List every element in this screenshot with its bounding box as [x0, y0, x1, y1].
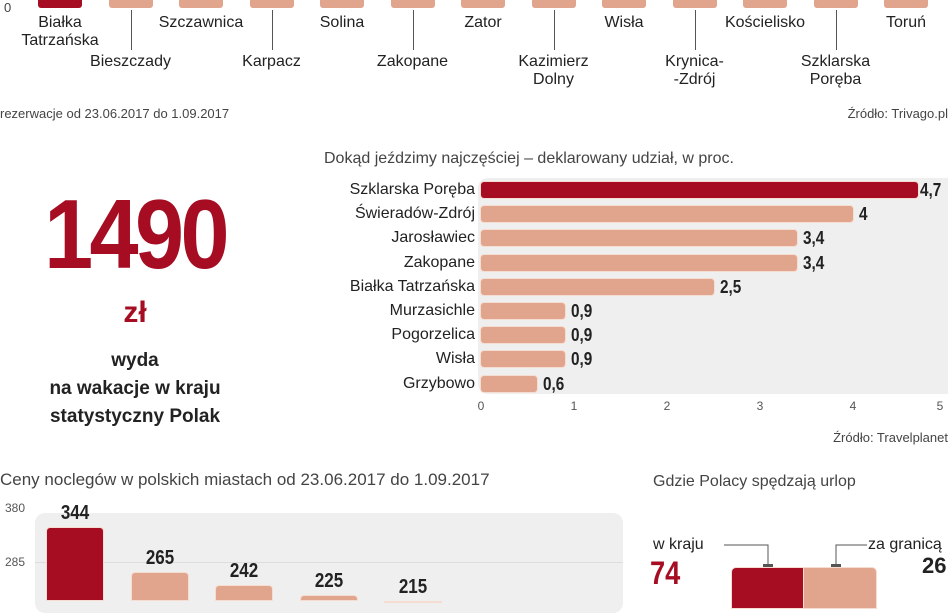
bar-abroad — [804, 568, 876, 608]
bar-domestic — [732, 568, 804, 608]
value-label: 0,6 — [542, 373, 565, 394]
y-tick: 285 — [4, 555, 26, 569]
stat-line: wyda — [111, 350, 159, 371]
value-label: 242 — [229, 560, 259, 583]
value-label: 215 — [398, 575, 428, 598]
tick-label: Bieszczady — [90, 53, 171, 70]
category-label: Zakopane — [403, 253, 475, 271]
stack-label-abroad: za granicą — [868, 536, 942, 553]
bar — [179, 0, 223, 8]
bar — [249, 0, 294, 8]
bar — [743, 0, 787, 8]
bar — [481, 327, 565, 344]
tick-label: Szczawnica — [158, 14, 244, 31]
y-tick: 380 — [4, 501, 26, 515]
category-label: Grzybowo — [402, 374, 475, 392]
category-label: Szklarska Poręba — [349, 181, 475, 198]
bar — [481, 254, 798, 271]
bar — [481, 351, 565, 368]
value-label: 3,4 — [803, 228, 825, 249]
bar — [320, 0, 364, 8]
category-label: Wisła — [435, 350, 475, 368]
stat-unit: zł — [123, 296, 147, 329]
value-label: 2,5 — [719, 276, 741, 297]
x-tick: 4 — [849, 399, 857, 413]
bar — [108, 0, 153, 8]
value-label: 0,9 — [570, 301, 592, 321]
leader-line — [271, 10, 273, 50]
stack-value-domestic: 74 — [650, 555, 681, 591]
leader-line — [412, 10, 414, 50]
top-source: Źródło: Trivago.pl — [847, 106, 948, 121]
category-label: Jarosławiec — [391, 229, 475, 247]
bar — [481, 206, 853, 223]
value-label: 4,7 — [920, 180, 942, 200]
value-label: 265 — [145, 547, 174, 570]
tick-label: Szklarska Poręba — [800, 53, 871, 88]
stat-line: na wakacje w kraju — [49, 378, 221, 399]
bar — [481, 303, 565, 319]
value-label: 344 — [60, 502, 90, 525]
bar — [884, 0, 928, 8]
category-label: Białka Tatrzańska — [349, 277, 475, 295]
leader-line — [553, 10, 555, 50]
hbar-source: Źródło: Travelplanet — [833, 430, 948, 445]
bar — [602, 0, 646, 8]
category-label: Świeradów-Zdrój — [354, 205, 475, 223]
tick-label: Toruń — [885, 14, 927, 31]
bar — [390, 0, 435, 8]
gridline — [35, 562, 623, 563]
hbar-title: Dokąd jeździmy najczęściej – deklarowany… — [324, 150, 734, 167]
bar — [300, 596, 357, 600]
bar — [672, 0, 717, 8]
stack-label-domestic: w kraju — [653, 536, 704, 553]
tick-label: Białka Tatrzańska — [21, 14, 99, 49]
stat-value: 1490 — [44, 179, 229, 289]
leader-line — [130, 10, 132, 50]
x-tick: 0 — [477, 399, 485, 413]
value-label: 0,9 — [570, 325, 592, 346]
tick-label: Kościelisko — [724, 14, 806, 31]
bar — [461, 0, 505, 8]
bar — [813, 0, 858, 8]
category-label: Pogorzelica — [391, 326, 475, 344]
stack-value-abroad: 26 — [922, 553, 947, 578]
value-label: 4 — [859, 204, 868, 225]
leader-line — [694, 10, 696, 50]
tick-label: Wisła — [604, 14, 644, 31]
tick-label: Karpacz — [242, 53, 301, 70]
tick-label: Krynica- -Zdrój — [665, 53, 724, 88]
bar — [481, 230, 798, 247]
bar — [38, 0, 82, 8]
vbar-title: Ceny noclegów w polskich miastach od 23.… — [0, 470, 490, 489]
category-label: Murzasichle — [389, 302, 475, 319]
x-tick: 2 — [663, 399, 671, 413]
x-tick: 1 — [570, 399, 578, 413]
stat-text: wyda na wakacje w kraju statystyczny Pol… — [0, 347, 270, 431]
bar — [131, 573, 188, 600]
bar — [481, 182, 919, 198]
x-tick: 3 — [756, 399, 764, 413]
value-label: 3,4 — [803, 252, 825, 273]
value-label: 0,9 — [570, 349, 592, 370]
tick-label: Zakopane — [376, 53, 449, 70]
bar — [216, 586, 272, 600]
tick-label: Zator — [464, 14, 502, 31]
bar — [531, 0, 576, 8]
top-y-tick: 0 — [4, 0, 12, 15]
stat-line: statystyczny Polak — [49, 406, 221, 427]
x-tick: 5 — [936, 399, 944, 413]
bar — [481, 375, 537, 392]
value-label: 225 — [314, 570, 343, 593]
bar — [481, 278, 714, 295]
stack-title: Gdzie Polacy spędzają urlop — [653, 473, 856, 490]
bar — [47, 528, 103, 600]
tick-label: Kazimierz Dolny — [518, 53, 589, 88]
top-note: rezerwacje od 23.06.2017 do 1.09.2017 — [0, 106, 230, 121]
tick-label: Solina — [319, 14, 365, 31]
leader-line — [835, 10, 837, 50]
